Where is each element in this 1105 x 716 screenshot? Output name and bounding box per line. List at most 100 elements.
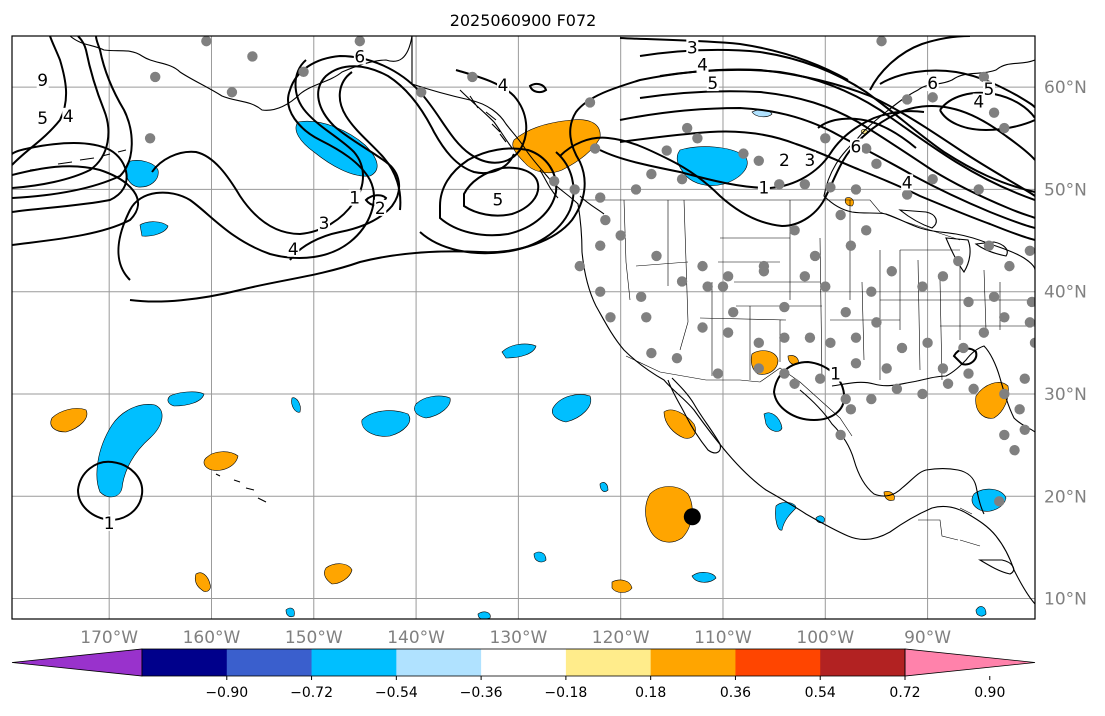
station-dot [548, 176, 560, 187]
contour-label-halo [497, 77, 510, 94]
highlight-point [683, 508, 701, 526]
station-dot [866, 286, 877, 297]
station-dot [712, 368, 724, 379]
station-dot [589, 143, 601, 154]
contour-label-halo [374, 199, 387, 216]
station-dot [1004, 260, 1015, 272]
contour-line [12, 142, 128, 213]
contour-label-halo [287, 240, 300, 257]
contour-label-halo [491, 191, 504, 208]
contour-line [817, 117, 917, 149]
contour-line [772, 360, 846, 422]
contour-label-halo [706, 75, 719, 92]
colorbar-tick-label: −0.36 [460, 685, 503, 701]
contour-label-halo [829, 365, 842, 382]
colorbar-segment [311, 649, 397, 676]
station-dot [820, 281, 831, 292]
station-dot [968, 383, 979, 395]
positive-anomaly-area [611, 579, 633, 593]
colorbar: −0.90 −0.72 −0.54 −0.36 −0.18 0.18 0.36 0.54 0.7… [11, 648, 1036, 701]
contour-label: 4 [902, 173, 913, 193]
positive-anomaly-area [50, 408, 88, 433]
station-dot [595, 286, 606, 297]
contour-line [12, 36, 133, 199]
station-dot [825, 182, 836, 193]
positive-anomaly-area [324, 563, 353, 585]
contour-label-halo [972, 93, 985, 110]
station-dot [850, 358, 862, 369]
station-dot [779, 332, 790, 343]
station-dot [881, 363, 892, 374]
coastline [823, 59, 1035, 271]
station-dot [676, 173, 688, 185]
station-dot [467, 71, 478, 83]
station-dot [416, 87, 427, 98]
station-dot [697, 260, 708, 272]
negative-anomaly-area [533, 551, 547, 563]
station-dot [871, 158, 882, 170]
station-dot [201, 36, 212, 47]
contour-label-halo [901, 174, 914, 191]
station-dot [1009, 445, 1020, 456]
contour-line [869, 36, 971, 91]
contour-label: 6 [354, 48, 365, 68]
longitude-label: 90°W [904, 628, 951, 648]
country-border [580, 199, 961, 241]
station-dot [1029, 337, 1035, 349]
contour-label-halo [803, 151, 816, 168]
station-dot [1019, 424, 1030, 435]
contour-label-halo [696, 56, 709, 73]
station-dot [150, 71, 161, 83]
contour-label: 9 [37, 71, 48, 91]
coastline [215, 473, 267, 503]
coastline [411, 36, 1035, 605]
country-border [918, 507, 981, 547]
negative-anomaly-area [285, 607, 295, 618]
station-dot [861, 225, 872, 236]
station-dot [641, 312, 652, 323]
contour-label: 5 [984, 80, 995, 100]
longitude-label: 130°W [490, 628, 548, 648]
contour-label: 5 [37, 109, 48, 129]
station-dot [973, 184, 984, 195]
contour-line [619, 37, 849, 81]
station-dot [988, 107, 1000, 118]
colorbar-segment [226, 649, 313, 676]
coastline [945, 237, 971, 273]
colorbar-segment [650, 649, 736, 676]
station-dot [901, 94, 913, 105]
station-dot [595, 192, 606, 203]
station-dot [144, 133, 156, 144]
station-dot [595, 240, 606, 251]
contour-line [659, 68, 1035, 201]
station-dot [850, 184, 862, 195]
positive-anomaly-area [194, 572, 211, 592]
station-dot [1024, 317, 1035, 328]
station-dot [963, 368, 974, 379]
negative-anomaly-area [167, 391, 205, 407]
station-dot [835, 429, 846, 441]
station-dot [845, 404, 857, 415]
negative-anomaly-area [361, 410, 410, 437]
longitude-label: 160°W [183, 628, 241, 648]
positive-anomaly-area [663, 409, 696, 439]
coastline [459, 89, 605, 215]
longitude-tick-labels: 170°W 160°W 150°W 140°W 130°W 120°W 110°W 100°W… [80, 628, 951, 648]
station-dot [692, 133, 703, 144]
station-dot [917, 281, 928, 292]
station-dot [958, 342, 969, 354]
contour-label-halo [778, 151, 791, 168]
station-dot [574, 260, 585, 272]
colorbar-tick-label: 0.72 [889, 685, 920, 701]
station-dot [722, 271, 734, 282]
contour-label-halo [926, 75, 939, 92]
negative-anomaly-area [291, 397, 301, 413]
latitude-label: 60°N [1044, 78, 1087, 98]
contour-line [419, 151, 575, 255]
colorbar-segment [565, 649, 652, 676]
station-dot [937, 363, 949, 374]
station-dot [814, 373, 826, 384]
contour-label: 3 [805, 151, 816, 171]
highlight-point-layer [683, 508, 701, 526]
longitude-label: 140°W [387, 628, 445, 648]
